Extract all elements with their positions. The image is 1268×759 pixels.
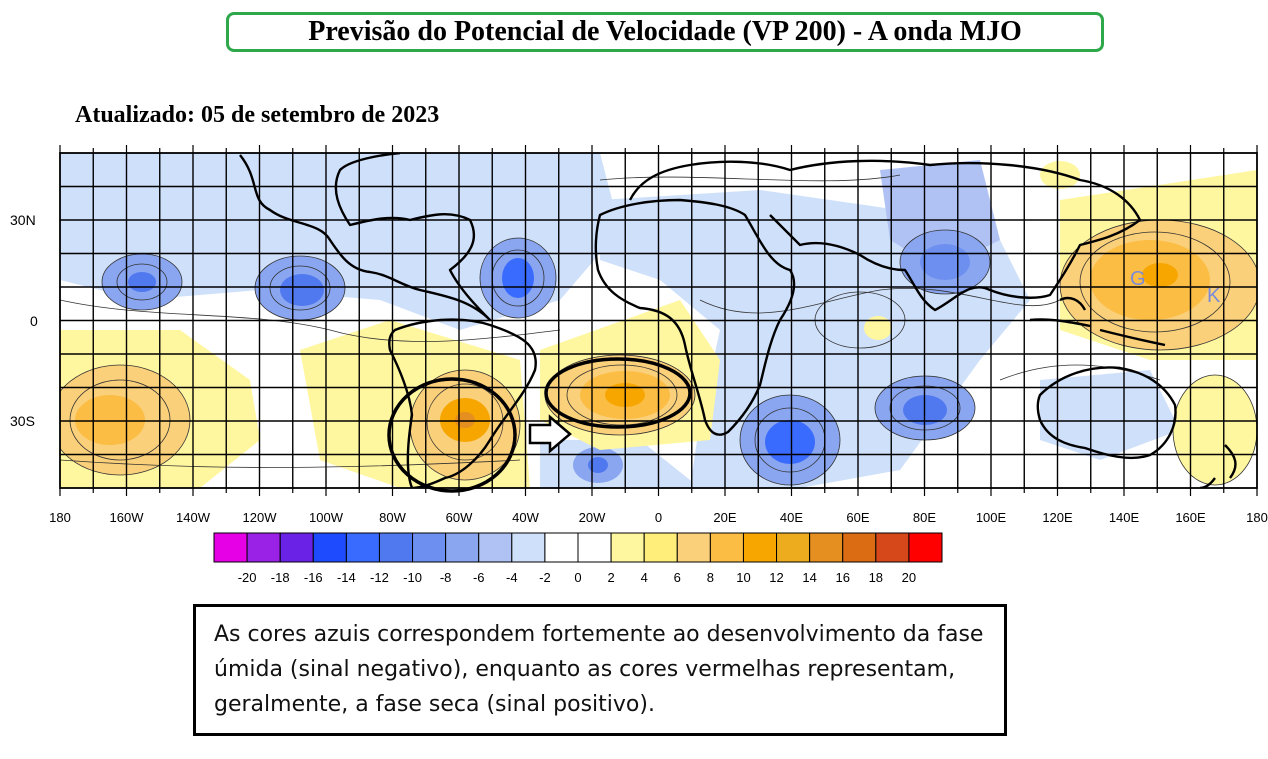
lon-label: 40W [512, 510, 539, 525]
lon-label: 20W [579, 510, 606, 525]
colorbar-swatch [511, 532, 546, 563]
colorbar-label: -14 [337, 570, 356, 585]
lon-label: 120W [243, 510, 278, 525]
colorbar-label: -16 [304, 570, 323, 585]
caption-text: As cores azuis correspondem fortemente a… [214, 622, 984, 717]
lon-label: 180 [49, 510, 71, 525]
lon-label: 160W [110, 510, 145, 525]
arrow-icon [528, 414, 572, 454]
colorbar-swatch [445, 532, 480, 563]
colorbar-label: 12 [769, 570, 783, 585]
lon-label: 60W [446, 510, 473, 525]
colorbar-label: -10 [403, 570, 422, 585]
colorbar-label: 16 [835, 570, 849, 585]
lat-label-0: 0 [30, 313, 38, 329]
colorbar-label: -18 [271, 570, 290, 585]
colorbar-label: -2 [539, 570, 551, 585]
lon-label: 60E [846, 510, 869, 525]
lon-label: 160E [1175, 510, 1206, 525]
africa-outline [594, 198, 796, 436]
colorbar-swatch [676, 532, 711, 563]
colorbar-label: 18 [869, 570, 883, 585]
g-marker: G [1130, 268, 1146, 290]
lat-label-30n: 30N [10, 212, 36, 228]
lon-label: 100W [309, 510, 344, 525]
lon-label: 0 [655, 510, 662, 525]
lon-labels: 180 160W 140W 120W 100W 80W 60W 40W 20W 0 20E 40E 60… [49, 510, 1268, 525]
velocity-potential-map: 30N 0 30S 180 160W 140W 120W 100W 80W 60W 40W 20… [10, 145, 1268, 585]
axis-ticks [59, 145, 1258, 496]
north-america-outline [239, 153, 492, 322]
lon-label: 80W [379, 510, 406, 525]
colorbar-swatch [776, 532, 811, 563]
colorbar-swatch [345, 532, 380, 563]
colorbar [213, 532, 943, 563]
colorbar-swatch [643, 532, 678, 563]
colorbar-swatch [412, 532, 447, 563]
colorbar-swatch [742, 532, 778, 563]
colorbar-label: 8 [707, 570, 714, 585]
colorbar-swatch [842, 532, 877, 563]
colorbar-label: 4 [641, 570, 648, 585]
lon-label: 140W [176, 510, 211, 525]
colorbar-swatch [809, 532, 844, 563]
lon-label: 40E [780, 510, 803, 525]
lon-label: 100E [976, 510, 1007, 525]
colorbar-swatch [908, 532, 943, 563]
map-title: Previsão do Potencial de Velocidade (VP … [226, 12, 1104, 52]
colorbar-label: -12 [370, 570, 389, 585]
colorbar-swatch [709, 532, 744, 563]
colorbar-swatch [875, 532, 910, 563]
colorbar-swatch [544, 532, 579, 563]
lon-label: 80E [913, 510, 936, 525]
colorbar-label: 10 [736, 570, 750, 585]
colorbar-swatch [312, 532, 347, 563]
lat-lon-grid [60, 153, 1257, 488]
colorbar-labels: -20 -18 -16 -14 -12 -10 -8 -6 -4 -2 0 2 4 6 8 10 12 14 16 1… [238, 570, 916, 585]
colorbar-swatch [577, 532, 612, 563]
colorbar-swatch [213, 532, 248, 563]
colorbar-label: -8 [440, 570, 452, 585]
south-america-outline [388, 318, 537, 488]
colorbar-label: 0 [574, 570, 581, 585]
colorbar-swatch [279, 532, 314, 563]
colorbar-label: 6 [674, 570, 681, 585]
updated-date: Atualizado: 05 de setembro de 2023 [75, 102, 440, 128]
lon-label: 120E [1042, 510, 1073, 525]
colorbar-swatch [246, 532, 281, 563]
europe-asia-outline [628, 159, 1142, 312]
lon-label: 180 [1246, 510, 1268, 525]
anomaly-fields [60, 153, 1257, 488]
continent-outlines [239, 153, 1237, 488]
k-marker: K [1207, 285, 1221, 307]
colorbar-swatch [610, 532, 645, 563]
colorbar-label: -4 [506, 570, 518, 585]
lon-label: 140E [1109, 510, 1140, 525]
colorbar-label: 14 [802, 570, 816, 585]
lat-label-30s: 30S [10, 413, 35, 429]
colorbar-swatch [378, 532, 414, 563]
colorbar-swatch [478, 532, 513, 563]
colorbar-label: 20 [902, 570, 916, 585]
colorbar-label: -20 [238, 570, 257, 585]
colorbar-label: -6 [473, 570, 485, 585]
lon-label: 20E [713, 510, 736, 525]
highlight-circle-south-america [387, 377, 517, 493]
caption-box: As cores azuis correspondem fortemente a… [193, 604, 1007, 736]
colorbar-label: 2 [607, 570, 614, 585]
highlight-ellipse-south-atlantic [544, 357, 692, 429]
